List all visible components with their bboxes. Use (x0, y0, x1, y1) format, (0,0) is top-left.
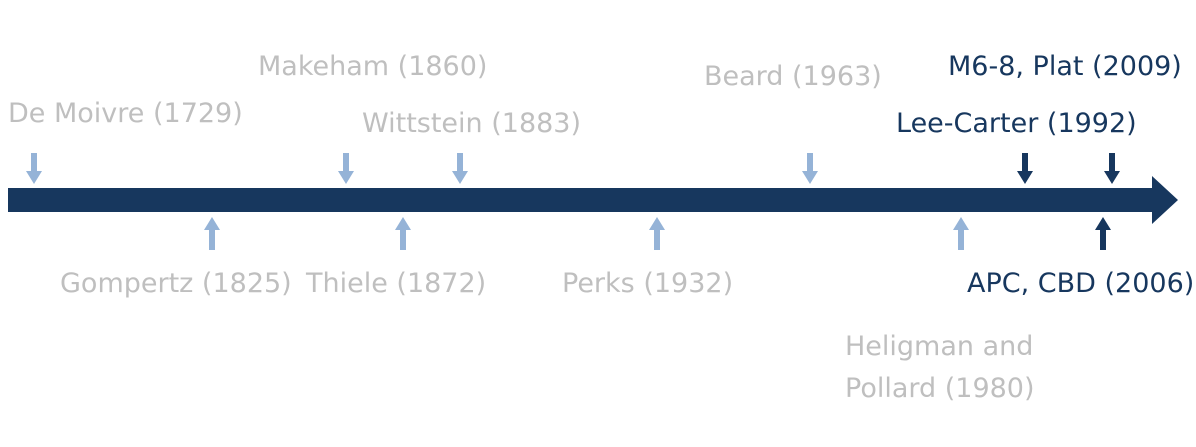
marker-arrow-perks (649, 217, 665, 250)
marker-arrow-beard (802, 153, 818, 184)
event-label-thiele: Thiele (1872) (306, 268, 487, 299)
event-label-heligman-pollard: Heligman and Pollard (1980) (845, 331, 1035, 404)
event-label-perks: Perks (1932) (562, 268, 734, 299)
marker-arrow-wittstein (452, 153, 468, 184)
marker-arrow-m6-8-plat (1104, 153, 1120, 184)
marker-arrow-lee-carter (1017, 153, 1033, 184)
marker-arrow-de-moivre (26, 153, 42, 184)
event-label-apc-cbd: APC, CBD (2006) (967, 268, 1195, 299)
event-label-m6-8-plat: M6-8, Plat (2009) (948, 51, 1182, 82)
event-label-lee-carter: Lee-Carter (1992) (896, 108, 1137, 139)
event-label-gompertz: Gompertz (1825) (60, 268, 292, 299)
event-label-beard: Beard (1963) (704, 61, 882, 92)
event-label-wittstein: Wittstein (1883) (362, 108, 582, 139)
event-label-makeham: Makeham (1860) (258, 51, 488, 82)
marker-arrow-heligman-pollard (953, 217, 969, 250)
event-label-de-moivre: De Moivre (1729) (8, 98, 243, 129)
marker-arrow-makeham (338, 153, 354, 184)
marker-arrow-thiele (395, 217, 411, 250)
marker-arrow-gompertz (204, 217, 220, 250)
timeline-axis-arrow (8, 176, 1178, 224)
marker-arrow-apc-cbd (1095, 217, 1111, 250)
